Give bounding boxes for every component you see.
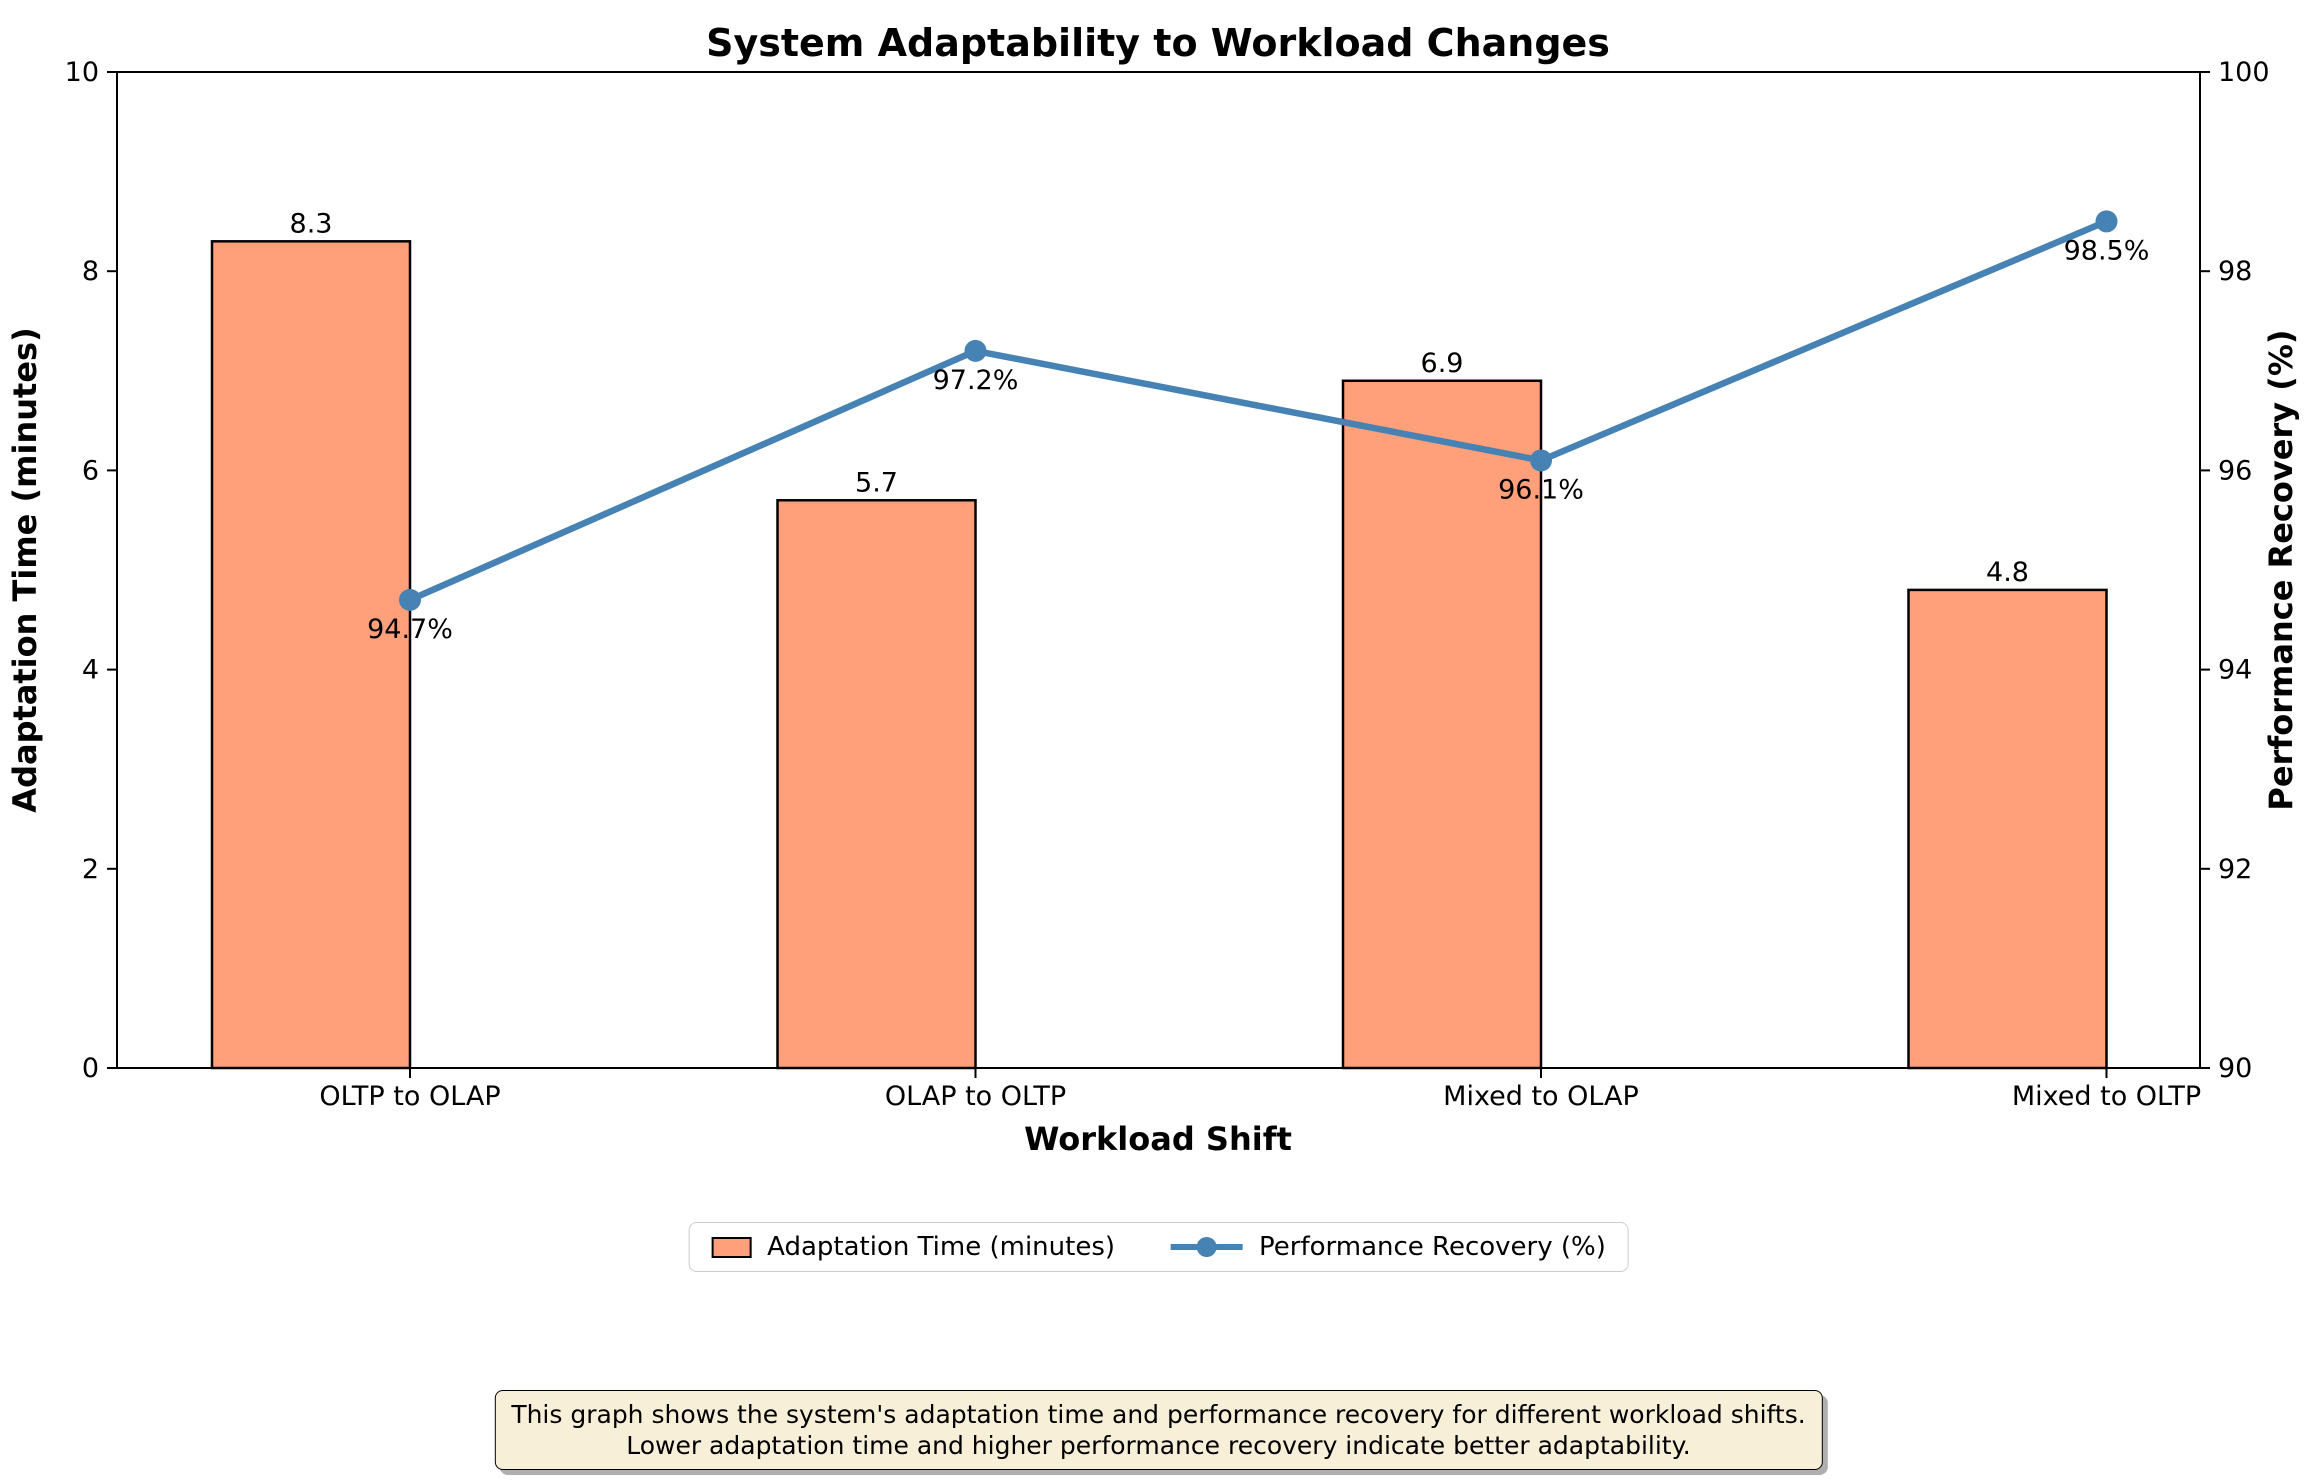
y-tick-label-right: 100 [2218,57,2270,88]
data-point-marker [399,588,421,611]
data-point-marker [1530,449,1552,472]
y-tick-label-right: 96 [2218,455,2252,486]
bar-value-label: 8.3 [290,208,333,239]
y-axis-label-right: Performance Recovery (%) [2262,329,2300,810]
y-tick-label-right: 94 [2218,655,2252,686]
plot-area: 8.3 5.7 6.9 4.8 94.7% 97.2% 96.1% 98.5% 0 2 4 6 8 10 9… [65,57,2270,1112]
legend-label-performance-recovery: Performance Recovery (%) [1259,1232,1606,1262]
point-percent-label: 96.1% [1498,474,1584,505]
bar-value-label: 5.7 [855,467,898,498]
bar [776,499,977,1070]
data-point-marker [2095,210,2118,233]
y-tick-label-left: 10 [65,57,99,88]
chart-title: System Adaptability to Workload Changes [706,21,1610,65]
y-tick-label-right: 90 [2218,1053,2252,1084]
y-tick-label-right: 92 [2218,854,2252,885]
bar [210,240,412,1070]
plot-border [116,71,2201,1069]
point-percent-label: 98.5% [2064,235,2150,266]
y-tick-label-left: 6 [82,455,99,486]
chart-legend: Adaptation Time (minutes) Performance Re… [688,1222,1629,1272]
x-axis-label: Workload Shift [1024,1120,1292,1158]
line-series-marker-icon [1171,1236,1244,1258]
bar [1907,588,2108,1070]
legend-label-adaptation-time: Adaptation Time (minutes) [767,1232,1116,1262]
legend-item-adaptation-time: Adaptation Time (minutes) [711,1232,1115,1262]
point-percent-label: 97.2% [933,365,1019,396]
note-line-1: This graph shows the system's adaptation… [511,1400,1806,1429]
y-tick-label-left: 4 [82,655,99,686]
x-tick-label: Mixed to OLTP [2012,1081,2201,1112]
y-tick-label-left: 8 [82,256,99,287]
bar-value-label: 4.8 [1986,557,2029,588]
point-percent-label: 94.7% [367,614,453,645]
x-tick-label: OLAP to OLTP [885,1081,1066,1112]
y-axis-label-left: Adaptation Time (minutes) [6,327,44,812]
note-box: This graph shows the system's adaptation… [494,1390,1823,1470]
x-tick-label: OLTP to OLAP [319,1081,500,1112]
bar [1341,379,1543,1070]
note-line-2: Lower adaptation time and higher perform… [626,1431,1691,1460]
y-tick-label-left: 2 [82,854,99,885]
data-point-marker [964,339,987,362]
y-tick-label-left: 0 [82,1053,99,1084]
legend-item-performance-recovery: Performance Recovery (%) [1171,1232,1606,1262]
y-tick-label-right: 98 [2218,256,2252,287]
x-tick-label: Mixed to OLAP [1443,1081,1639,1112]
bar-value-label: 6.9 [1421,348,1464,379]
recovery-line [406,218,2110,604]
bar-series-swatch-icon [711,1236,752,1258]
